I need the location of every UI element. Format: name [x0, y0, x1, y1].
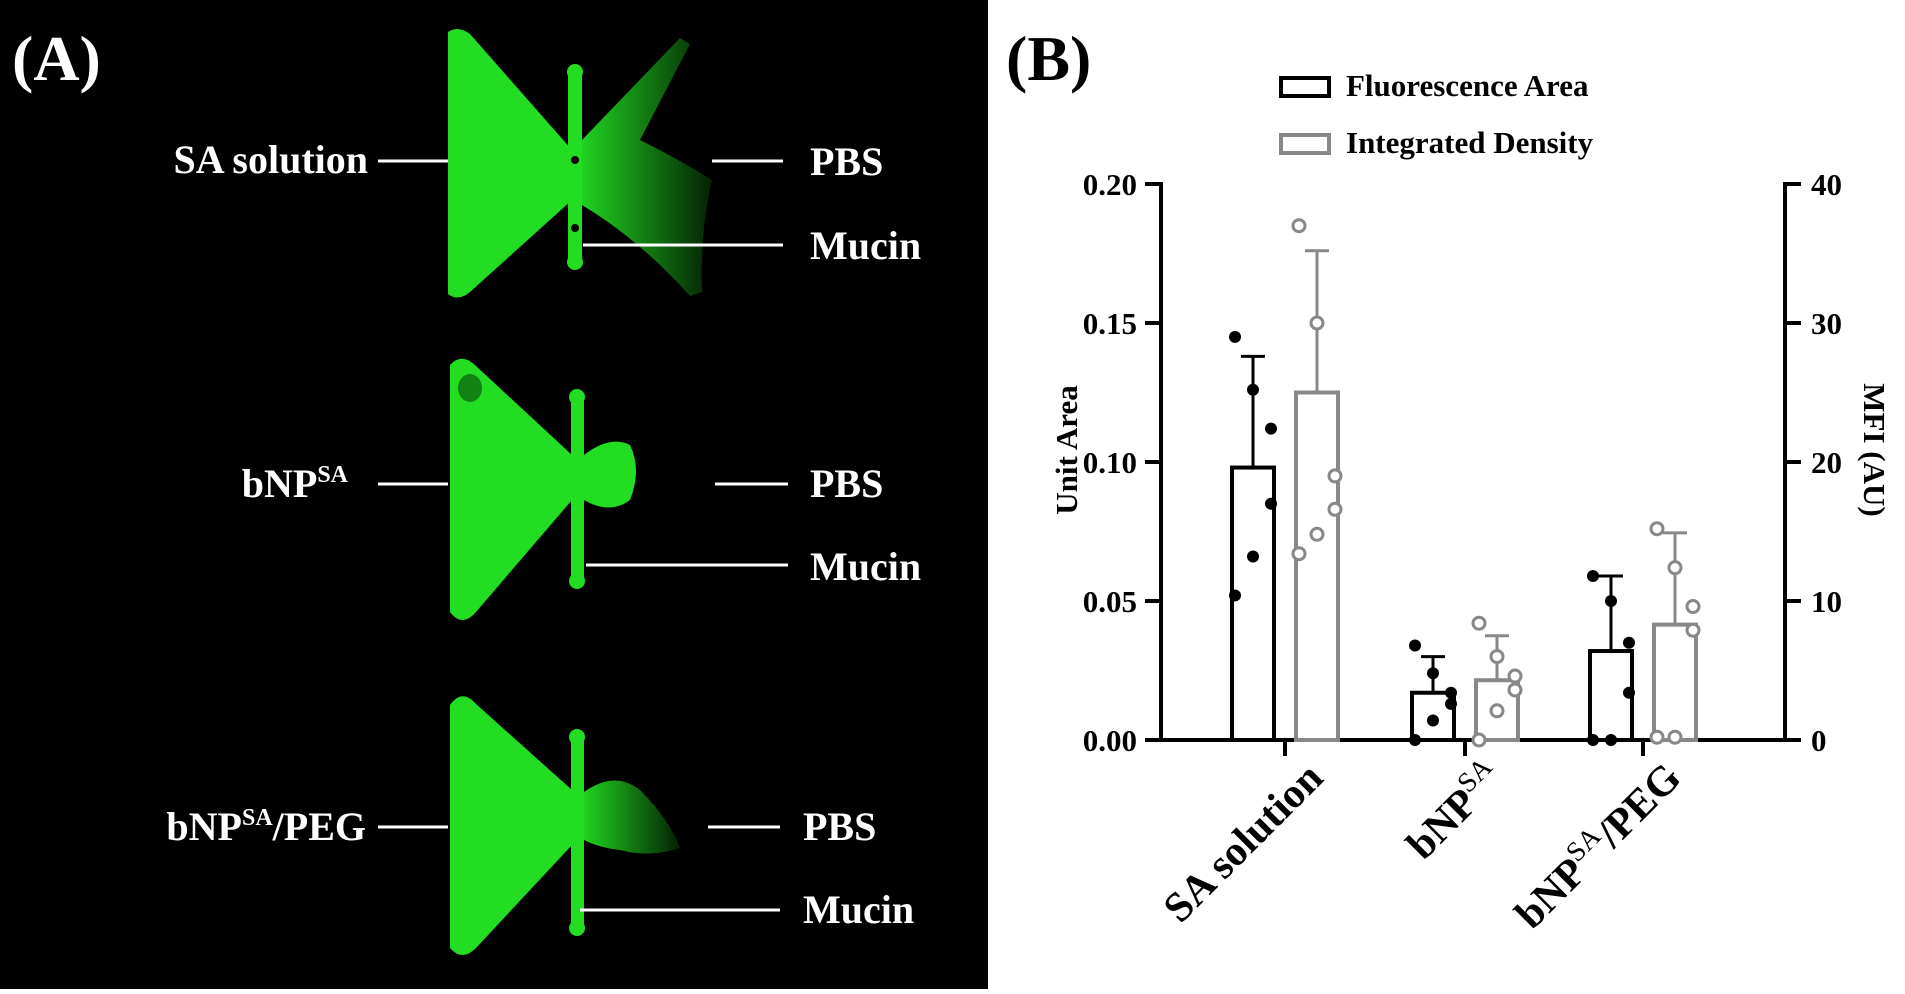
- y-tick-label: 0.10: [1083, 445, 1137, 480]
- device-image-bnpsa: [450, 358, 636, 620]
- row-labels: SA solution PBS Mucin bNPSA PBS Mucin bN…: [166, 137, 921, 932]
- fluorescence-image-plot: (A): [12, 23, 921, 955]
- pbs-label-2: PBS: [810, 461, 883, 506]
- data-point-integrated-density: [1649, 521, 1665, 537]
- legend-swatch-fluorescence-area: [1279, 76, 1331, 98]
- mucin-label-3: Mucin: [803, 887, 914, 932]
- pbs-label-1: PBS: [810, 139, 883, 184]
- y-tick-label: 0.00: [1083, 723, 1137, 758]
- channel-end-top: [569, 389, 585, 405]
- y-tick-label: 0.15: [1083, 306, 1137, 341]
- device-image-bnpsa-peg: [450, 696, 680, 955]
- data-point-fluorescence-area: [1623, 636, 1635, 649]
- legend-label-integrated-density: Integrated Density: [1346, 125, 1594, 160]
- data-point-integrated-density: [1667, 560, 1683, 576]
- sample-label-2: bNPSA: [242, 461, 349, 506]
- data-point-integrated-density: [1309, 526, 1325, 542]
- data-point-integrated-density: [1471, 732, 1487, 748]
- data-point-integrated-density: [1471, 615, 1487, 631]
- bar-integrated-density: [1294, 390, 1340, 742]
- y2-tick-label: 20: [1811, 445, 1842, 480]
- data-point-fluorescence-area: [1247, 550, 1259, 563]
- device-image-sa-solution: [448, 28, 712, 298]
- axes: 0.00 0.05 0.10 0.15 0.20 0 10 20 30 40: [1083, 167, 1842, 758]
- data-point-fluorescence-area: [1409, 639, 1421, 652]
- sample-label-1: SA solution: [173, 137, 368, 182]
- mucin-label-2: Mucin: [810, 544, 921, 589]
- panel-a-label: (A): [12, 23, 101, 94]
- device-left-chamber: [450, 358, 572, 620]
- diffusion-bulb: [584, 441, 636, 508]
- data-point-fluorescence-area: [1247, 383, 1259, 396]
- data-point-fluorescence-area: [1409, 734, 1421, 746]
- data-point-fluorescence-area: [1265, 497, 1277, 510]
- data-point-fluorescence-area: [1587, 734, 1599, 746]
- data-point-integrated-density: [1327, 501, 1343, 517]
- diffusion-plume: [582, 38, 712, 296]
- data-point-integrated-density: [1309, 315, 1325, 331]
- data-point-fluorescence-area: [1587, 569, 1599, 582]
- data-point-fluorescence-area: [1605, 595, 1617, 607]
- device-left-chamber: [450, 696, 572, 955]
- legend: Fluorescence Area Integrated Density: [1279, 68, 1594, 160]
- y2-tick-label: 40: [1811, 167, 1842, 202]
- device-channel: [571, 735, 584, 930]
- data-point-integrated-density: [1291, 546, 1307, 562]
- mucin-label-1: Mucin: [810, 223, 921, 268]
- data-points: [1229, 218, 1701, 748]
- bubble: [571, 156, 579, 164]
- bar-integrated-density: [1652, 622, 1698, 743]
- data-point-integrated-density: [1685, 622, 1701, 638]
- diffusion-bulb: [584, 780, 680, 854]
- data-point-fluorescence-area: [1427, 714, 1439, 727]
- data-point-fluorescence-area: [1623, 686, 1635, 699]
- data-point-integrated-density: [1489, 703, 1505, 719]
- y2-tick-label: 30: [1811, 306, 1842, 341]
- sample-label-3: bNPSA/PEG: [166, 804, 366, 849]
- device-channel: [571, 395, 584, 583]
- image-artifact: [458, 374, 482, 402]
- data-point-fluorescence-area: [1427, 667, 1439, 680]
- channel-end-bottom: [569, 920, 585, 936]
- data-point-fluorescence-area: [1265, 422, 1277, 435]
- data-point-integrated-density: [1667, 729, 1683, 745]
- y-tick-label: 0.05: [1083, 584, 1137, 619]
- y-axis-label: Unit Area: [1049, 385, 1084, 515]
- panel-b-label: (B): [1006, 23, 1091, 94]
- data-point-fluorescence-area: [1229, 589, 1241, 602]
- data-point-integrated-density: [1649, 729, 1665, 745]
- channel-end-bottom: [567, 254, 583, 270]
- device-channel: [568, 70, 582, 265]
- y-tick-label: 0.20: [1083, 167, 1137, 202]
- panel-b-chart: (B) Fluorescence Area Integrated Density…: [988, 0, 1905, 989]
- channel-end-top: [567, 64, 583, 80]
- category-label: bNPSA/PEG: [1504, 752, 1690, 938]
- data-point-integrated-density: [1507, 682, 1523, 698]
- y2-axis-label: MFI (AU): [1857, 383, 1892, 516]
- bars: [1230, 249, 1698, 743]
- panel-a-fluorescence-images: (A): [0, 0, 988, 989]
- bubble: [571, 224, 579, 232]
- data-point-fluorescence-area: [1229, 330, 1241, 343]
- y2-tick-label: 10: [1811, 584, 1842, 619]
- legend-swatch-integrated-density: [1279, 133, 1331, 155]
- data-point-integrated-density: [1489, 649, 1505, 665]
- data-point-fluorescence-area: [1445, 697, 1457, 710]
- channel-end-top: [569, 729, 585, 745]
- channel-end-bottom: [569, 573, 585, 589]
- pbs-label-3: PBS: [803, 804, 876, 849]
- data-point-integrated-density: [1327, 468, 1343, 484]
- y2-tick-label: 0: [1811, 723, 1827, 758]
- legend-label-fluorescence-area: Fluorescence Area: [1346, 68, 1589, 103]
- data-point-fluorescence-area: [1605, 734, 1617, 746]
- category-label: SA solution: [1155, 755, 1332, 932]
- data-point-integrated-density: [1507, 668, 1523, 684]
- category-label: bNPSA: [1395, 751, 1512, 868]
- data-point-integrated-density: [1685, 599, 1701, 615]
- bar-chart: (B) Fluorescence Area Integrated Density…: [1006, 23, 1892, 938]
- device-left-chamber: [448, 28, 572, 298]
- data-point-integrated-density: [1291, 218, 1307, 234]
- data-point-fluorescence-area: [1445, 686, 1457, 699]
